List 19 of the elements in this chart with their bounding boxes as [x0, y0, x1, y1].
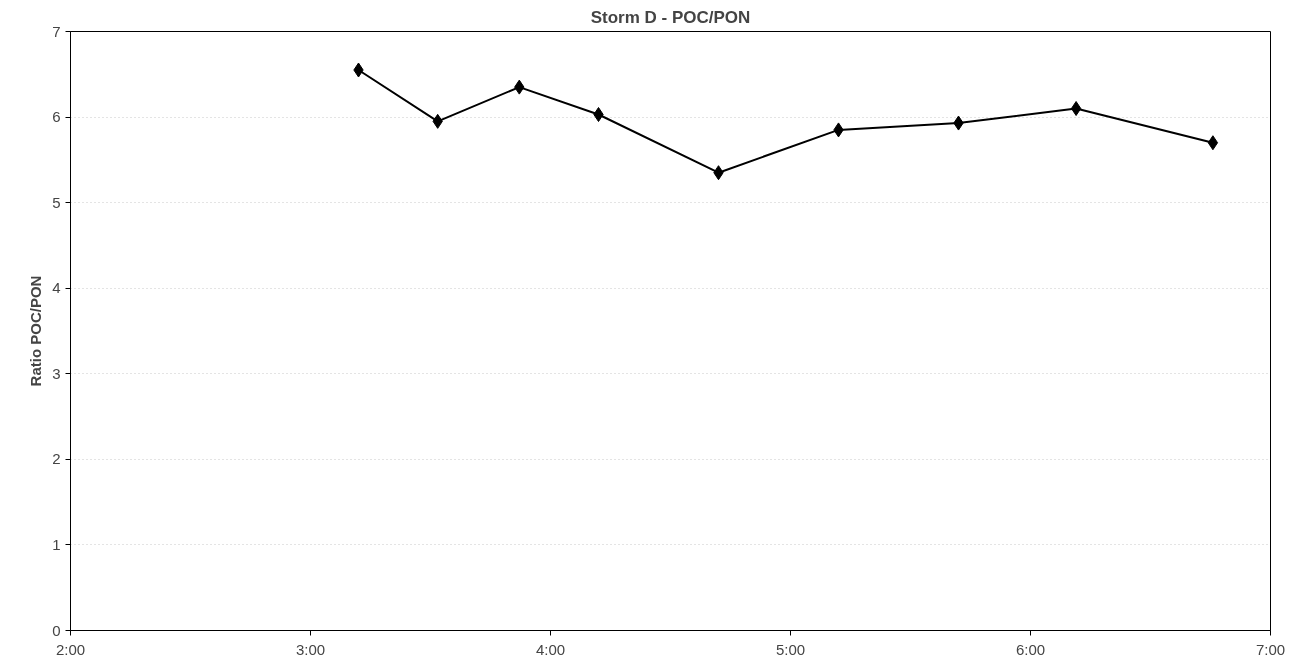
y-tick-label: 4: [52, 279, 61, 297]
y-tick-label: 3: [52, 364, 61, 382]
x-tick-label: 4:00: [535, 640, 566, 658]
y-tick-label: 7: [52, 22, 61, 40]
point: [1207, 135, 1219, 151]
y-tick-label: 2: [52, 450, 61, 468]
x-tick-label: 6:00: [1015, 640, 1046, 658]
x-tick-label: 7:00: [1255, 640, 1286, 658]
chart-title: Storm D - POC/PON: [590, 7, 751, 27]
x-tick-label: 5:00: [775, 640, 806, 658]
point: [1070, 101, 1082, 117]
x-tick-label: 3:00: [295, 640, 326, 658]
point: [593, 107, 604, 122]
y-tick-label: 1: [52, 535, 61, 553]
y-tick-label: 0: [52, 621, 61, 639]
y-tick-label: 6: [52, 108, 61, 126]
y-axis-title: Ratio POC/PON: [27, 275, 45, 387]
x-tick-label: 2:00: [55, 640, 86, 658]
y-tick-label: 5: [52, 193, 61, 211]
